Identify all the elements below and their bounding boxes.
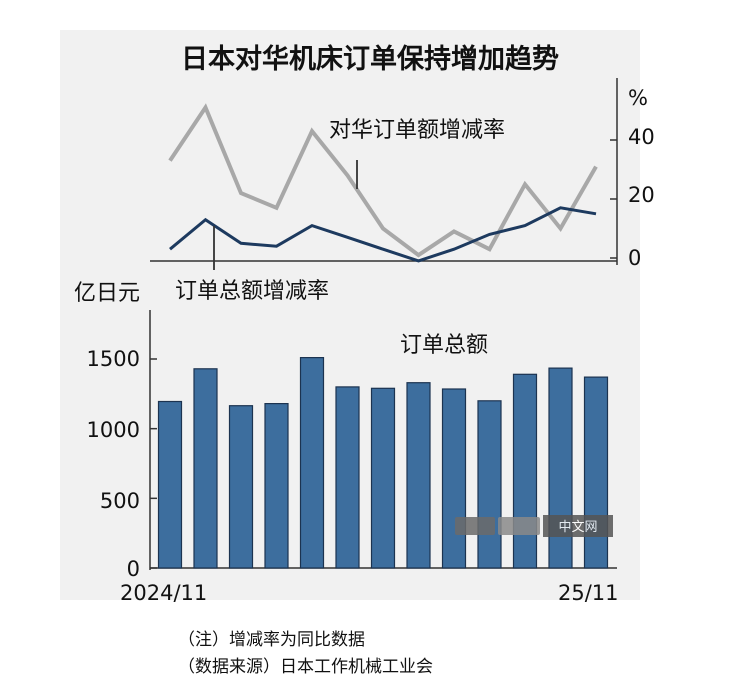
bottom-ytick-label: 1500: [87, 347, 140, 371]
bar: [193, 368, 218, 569]
bar-series: [157, 357, 609, 569]
top-line-series: [168, 103, 598, 263]
bottom-ytick-label: 1000: [87, 418, 140, 442]
bar: [228, 405, 254, 569]
source-line: （数据来源）日本工作机械工业会: [178, 657, 433, 677]
bar: [477, 400, 502, 569]
watermark-logo: 中文网: [455, 515, 613, 537]
bar: [406, 382, 431, 569]
bottom-ytick-label: 0: [127, 557, 140, 581]
bottom-unit-label: 亿日元: [74, 281, 140, 306]
bar: [264, 403, 289, 569]
china-series-label: 对华订单额增减率: [329, 118, 505, 143]
total-series-label: 订单总额增减率: [175, 279, 329, 304]
note-line: （注）增减率为同比数据: [178, 630, 365, 650]
x-end-label: 25/11: [558, 581, 619, 605]
x-start-label: 2024/11: [120, 581, 207, 605]
chart-title: 日本对华机床订单保持增加趋势: [181, 43, 559, 75]
bar: [583, 376, 609, 569]
bar-series-label: 订单总额: [400, 333, 488, 358]
bar: [548, 367, 573, 569]
top-ytick-label: 0: [628, 246, 641, 270]
bar: [335, 386, 360, 569]
bar: [157, 400, 183, 569]
top-panel-background: [60, 30, 640, 295]
bar: [370, 387, 396, 569]
bar: [441, 388, 467, 569]
top-ytick-label: 40: [628, 125, 655, 149]
top-tick-marks: [610, 139, 617, 259]
bar: [299, 357, 325, 569]
top-ytick-label: 20: [628, 183, 655, 207]
bottom-tick-marks: [150, 358, 157, 569]
top-unit-label: %: [628, 86, 648, 110]
watermark-text: 中文网: [558, 520, 597, 535]
bottom-ytick-label: 500: [100, 489, 140, 513]
bar: [512, 373, 538, 569]
